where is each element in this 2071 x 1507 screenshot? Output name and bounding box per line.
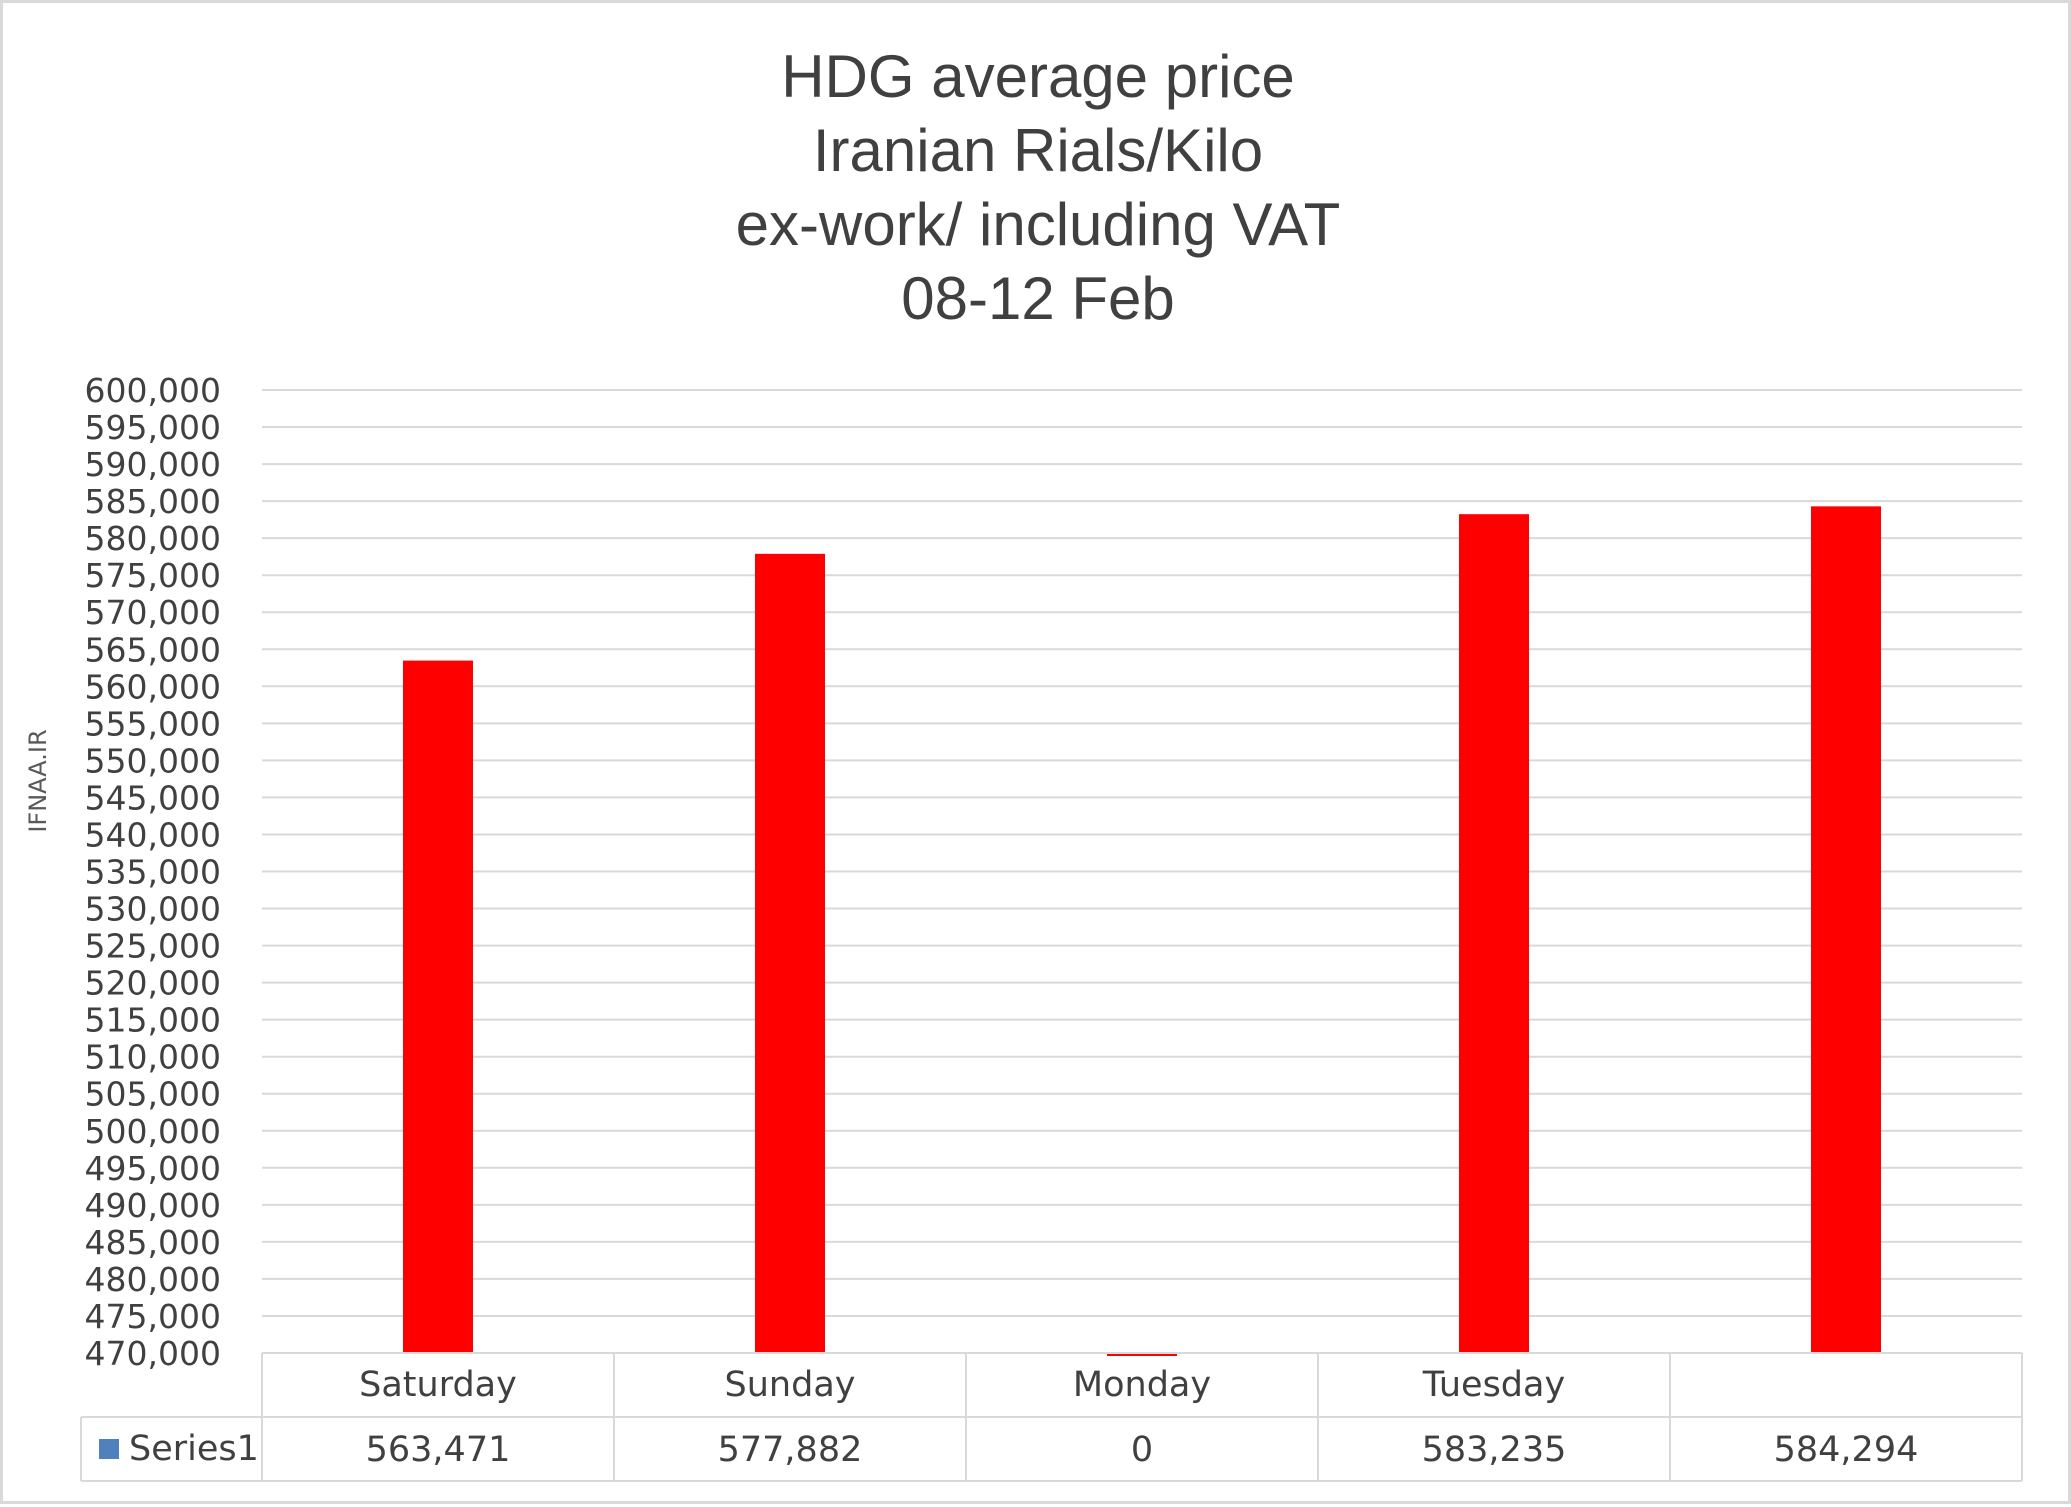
data-value-label: 563,471 [366, 1430, 511, 1470]
y-tick-label: 480,000 [85, 1260, 221, 1299]
bar [1107, 1353, 1177, 1356]
y-tick-label: 470,000 [85, 1334, 221, 1373]
bar [1811, 506, 1881, 1353]
y-tick-label: 570,000 [85, 593, 221, 632]
y-tick-label: 580,000 [85, 519, 221, 558]
y-tick-label: 585,000 [85, 482, 221, 521]
chart-title-line-1: HDG average price [781, 43, 1295, 110]
y-tick-label: 485,000 [85, 1223, 221, 1262]
series-name-label: Series1 [129, 1429, 259, 1469]
y-tick-label: 500,000 [85, 1112, 221, 1151]
bar-chart: HDG average price Iranian Rials/Kilo ex-… [24, 43, 2023, 1482]
y-tick-label: 600,000 [85, 371, 221, 410]
data-value-label: 0 [1131, 1430, 1153, 1470]
legend-key [99, 1439, 119, 1459]
y-tick-label: 515,000 [85, 1001, 221, 1040]
data-table: Saturday Sunday Monday Tuesday Series1 563,47… [80, 1352, 2023, 1482]
bar [403, 660, 473, 1353]
data-value-label: 577,882 [718, 1430, 863, 1470]
chart-title-line-3: ex-work/ including VAT [736, 191, 1341, 258]
gridlines [262, 389, 2022, 1317]
y-tick-label: 560,000 [85, 667, 221, 706]
x-category-label: Monday [1073, 1365, 1211, 1405]
y-tick-label: 520,000 [85, 964, 221, 1003]
x-category-label: Sunday [725, 1365, 856, 1405]
chart-title-line-2: Iranian Rials/Kilo [813, 117, 1263, 184]
chart-title: HDG average price Iranian Rials/Kilo ex-… [736, 43, 1341, 332]
x-category-label: Tuesday [1422, 1365, 1565, 1405]
bars [403, 506, 1881, 1356]
data-value-label: 584,294 [1774, 1430, 1919, 1470]
y-tick-label: 595,000 [85, 408, 221, 447]
y-axis-label: IFNAA.IR [24, 729, 52, 832]
y-tick-label: 555,000 [85, 704, 221, 743]
data-value-label: 583,235 [1422, 1430, 1567, 1470]
y-tick-label: 540,000 [85, 815, 221, 854]
bar [1459, 514, 1529, 1353]
y-tick-label: 590,000 [85, 445, 221, 484]
y-tick-label: 510,000 [85, 1038, 221, 1077]
y-tick-label: 535,000 [85, 853, 221, 892]
y-tick-label: 475,000 [85, 1297, 221, 1336]
chart-title-line-4: 08-12 Feb [901, 265, 1175, 332]
y-axis-ticks: 470,000475,000480,000485,000490,000495,0… [85, 371, 221, 1373]
y-tick-label: 505,000 [85, 1075, 221, 1114]
bar [755, 553, 825, 1353]
y-tick-label: 490,000 [85, 1186, 221, 1225]
y-tick-label: 525,000 [85, 927, 221, 966]
y-tick-label: 530,000 [85, 890, 221, 929]
x-category-label: Saturday [359, 1365, 517, 1405]
y-tick-label: 550,000 [85, 741, 221, 780]
y-tick-label: 575,000 [85, 556, 221, 595]
y-tick-label: 545,000 [85, 778, 221, 817]
y-tick-label: 495,000 [85, 1149, 221, 1188]
y-tick-label: 565,000 [85, 630, 221, 669]
